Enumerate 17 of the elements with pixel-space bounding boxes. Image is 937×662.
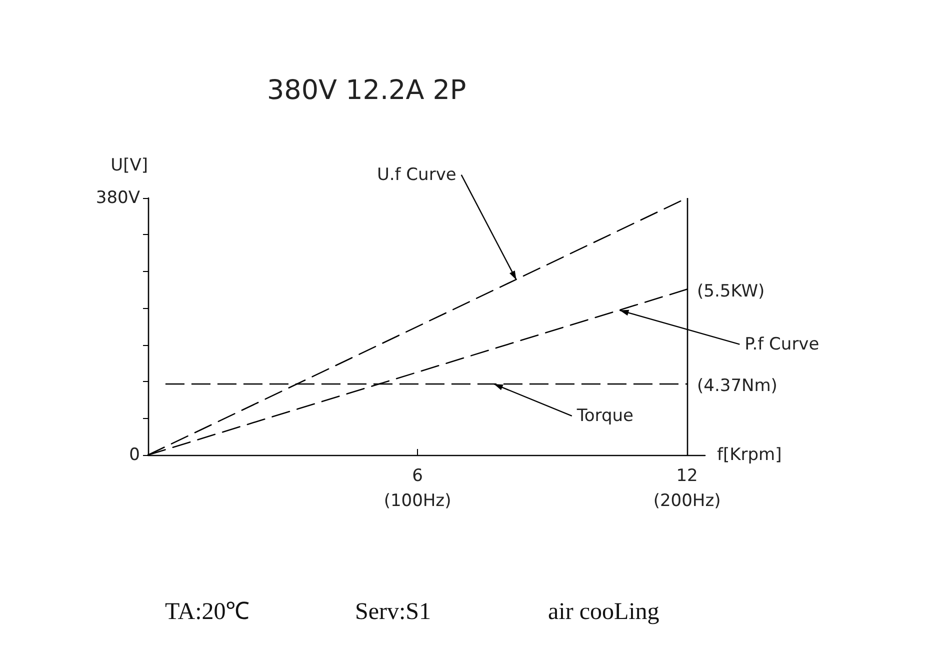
annotation: (5.5KW) bbox=[697, 281, 765, 302]
x-tick-label: 6 bbox=[412, 466, 423, 486]
text: air cooLing bbox=[548, 599, 660, 625]
annotation: U.f Curve bbox=[376, 164, 456, 185]
text: (100Hz) bbox=[384, 491, 452, 511]
y-axis-title: U[V] bbox=[110, 156, 148, 176]
text: (200Hz) bbox=[653, 491, 721, 511]
y-tick-label: 380V bbox=[96, 188, 140, 208]
annotation: Torque bbox=[576, 406, 634, 426]
annotation: P.f Curve bbox=[744, 334, 820, 354]
chart-subtitle: 380V 12.2A 2P bbox=[267, 75, 466, 106]
text: Serv:S1 bbox=[355, 599, 432, 625]
y-tick-label: 0 bbox=[129, 445, 140, 465]
text: TA:20℃ bbox=[165, 599, 250, 625]
annotation: (4.37Nm) bbox=[697, 376, 778, 396]
x-axis-title: f[Krpm] bbox=[717, 445, 782, 465]
x-tick-label: 12 bbox=[676, 466, 698, 486]
